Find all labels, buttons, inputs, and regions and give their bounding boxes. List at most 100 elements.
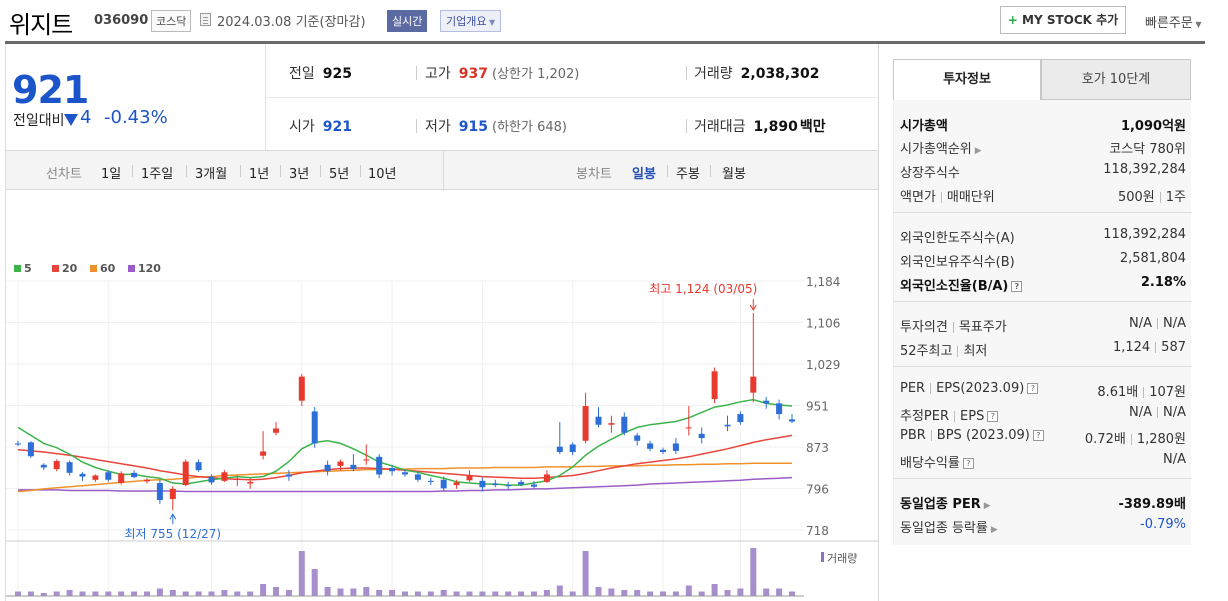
- candle-body: [350, 464, 357, 470]
- volume-bar: [350, 588, 357, 596]
- divider: [1130, 434, 1132, 445]
- info-row: 시가총액순위 ▶ 코스닥 780위: [900, 138, 1186, 158]
- volume-bar: [195, 591, 202, 596]
- candle-body: [105, 472, 112, 480]
- period-3y[interactable]: 3년: [289, 167, 310, 182]
- info-value: 118,392,284: [1103, 227, 1186, 242]
- info-row: 배당수익률? N/A: [900, 452, 1186, 472]
- divider: [320, 165, 321, 177]
- candle-body: [711, 371, 718, 400]
- info-value-text: 1,090억원: [1120, 119, 1186, 134]
- info-row: PBR BPS (2023.09)? 0.72배 1,280원: [900, 428, 1186, 448]
- help-icon[interactable]: ?: [1032, 430, 1044, 441]
- help-icon[interactable]: ?: [1027, 383, 1039, 394]
- divider: [416, 119, 417, 133]
- candle-body: [234, 478, 241, 480]
- info-key-text: 액면가: [900, 190, 936, 205]
- info-value-text: 1,280원: [1136, 432, 1186, 447]
- info-key[interactable]: 동일업종 PER ▶: [900, 493, 991, 512]
- candle-monthly[interactable]: 월봉: [722, 167, 746, 182]
- period-1d[interactable]: 1일: [101, 167, 122, 182]
- prev-close: 전일 925: [289, 66, 352, 82]
- chevron-right-icon: ▶: [974, 146, 982, 156]
- info-key[interactable]: 시가총액순위 ▶: [900, 138, 982, 157]
- help-icon[interactable]: ?: [987, 411, 999, 422]
- help-icon[interactable]: ?: [962, 458, 974, 469]
- market-badge: 코스닥: [151, 10, 192, 32]
- volume-bar: [479, 591, 486, 596]
- legend-label: 60: [100, 262, 116, 275]
- candle-body: [337, 461, 344, 466]
- volume-bar: [324, 587, 331, 596]
- tab-orderbook[interactable]: 호가 10단계: [1041, 59, 1191, 100]
- period-3m[interactable]: 3개월: [195, 167, 228, 182]
- help-icon[interactable]: ?: [1011, 281, 1023, 292]
- volume-bar: [234, 591, 241, 596]
- high-price: 고가 937 (상한가 1,202): [425, 66, 580, 82]
- period-10y[interactable]: 10년: [368, 167, 397, 182]
- candle-body: [208, 476, 215, 483]
- candle-body: [621, 416, 628, 433]
- tab-investment-info[interactable]: 투자정보: [893, 59, 1041, 100]
- volume-bar: [660, 591, 666, 596]
- candle-body: [144, 479, 150, 482]
- volume-bar: [595, 587, 602, 596]
- info-key: 액면가 매매단위: [900, 186, 995, 205]
- candle-body: [66, 462, 73, 473]
- info-value: N/A: [1163, 452, 1186, 467]
- price-box: 921 전일대비 4 -0.43%: [6, 44, 266, 150]
- candle-body: [543, 474, 550, 482]
- candle-body: [634, 435, 641, 441]
- divider: [1143, 387, 1145, 398]
- period-1w[interactable]: 1주일: [141, 167, 174, 182]
- candle-body: [260, 451, 267, 456]
- candle-body: [440, 479, 447, 489]
- candle-body: [15, 443, 21, 445]
- info-key: 52주최고 최저: [900, 340, 987, 359]
- candle-body: [182, 461, 189, 486]
- mystock-add-button[interactable]: + MY STOCK 추가: [1000, 6, 1126, 34]
- volume-bar: [40, 593, 47, 596]
- info-value: -389.89배: [1118, 493, 1186, 512]
- volume-bar: [672, 591, 679, 596]
- volume: 거래량 2,038,302: [694, 66, 820, 82]
- volume-bar: [182, 591, 189, 596]
- top-bar: 위지트 036090 코스닥 2024.03.08 기준(장마감) 실시간 기업…: [0, 0, 1228, 42]
- low-annotation: 최저 755 (12/27): [125, 527, 222, 541]
- calendar-icon: [200, 13, 211, 26]
- volume-bar: [711, 584, 718, 596]
- quick-order-dropdown[interactable]: 빠른주문 ▼: [1145, 12, 1202, 31]
- volume-bar: [27, 591, 34, 596]
- period-1y[interactable]: 1년: [249, 167, 270, 182]
- realtime-button[interactable]: 실시간: [387, 10, 428, 32]
- down-triangle-icon: [64, 114, 78, 126]
- candle-body: [531, 484, 537, 487]
- candle-body: [53, 461, 60, 470]
- divider: [360, 165, 361, 177]
- candle-daily[interactable]: 일봉: [632, 167, 656, 182]
- candle-body: [247, 481, 254, 484]
- info-value-text: 0.72배: [1084, 432, 1126, 447]
- candle-weekly[interactable]: 주봉: [676, 167, 700, 182]
- volume-bar: [144, 591, 150, 596]
- divider: [132, 165, 133, 177]
- stock-chart[interactable]: 5 20 60 120 1,184 1,106 1,029 951 873 796 718 최고 1,…: [6, 190, 878, 601]
- trade-amount: 거래대금 1,890 백만: [694, 119, 826, 135]
- candle-body: [763, 400, 770, 404]
- date-label: 2024.03.08 기준(장마감): [217, 11, 366, 30]
- period-5y[interactable]: 5년: [329, 167, 350, 182]
- info-key[interactable]: 동일업종 등락률 ▶: [900, 517, 998, 536]
- company-info-dropdown[interactable]: 기업개요 ▼: [440, 10, 502, 32]
- info-value-text: -0.79%: [1140, 517, 1186, 532]
- info-value: N/A N/A: [1129, 405, 1186, 420]
- candle-body: [737, 414, 744, 423]
- legend-swatch: [52, 265, 59, 272]
- volume-bar: [647, 591, 654, 596]
- chart-toolbar: 선차트 1일 1주일 3개월 1년 3년 5년 10년 봉차트 일봉 주봉 월봉: [6, 150, 878, 191]
- legend-label: 120: [138, 262, 161, 275]
- info-key-text: 외국인한도주식수(A): [900, 231, 1015, 246]
- candle-body: [750, 376, 757, 393]
- divider: [1155, 342, 1157, 353]
- candle-chart-label: 봉차트: [576, 167, 612, 182]
- date-value: 2024.03.08: [217, 15, 292, 30]
